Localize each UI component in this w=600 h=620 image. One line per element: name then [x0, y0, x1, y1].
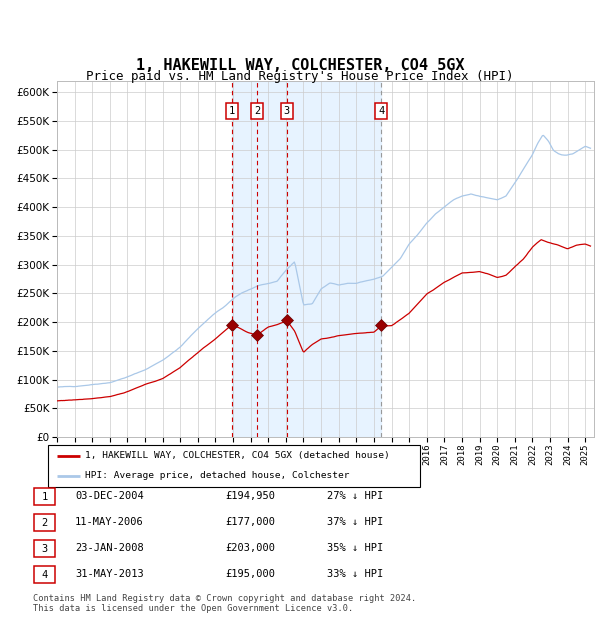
FancyBboxPatch shape	[34, 567, 55, 583]
Text: 23-JAN-2008: 23-JAN-2008	[75, 543, 144, 553]
Text: 4: 4	[41, 570, 47, 580]
FancyBboxPatch shape	[34, 540, 55, 557]
Text: 1, HAKEWILL WAY, COLCHESTER, CO4 5GX: 1, HAKEWILL WAY, COLCHESTER, CO4 5GX	[136, 58, 464, 73]
Text: £194,950: £194,950	[225, 491, 275, 501]
Text: 31-MAY-2013: 31-MAY-2013	[75, 569, 144, 579]
Text: £203,000: £203,000	[225, 543, 275, 553]
Text: 2: 2	[41, 518, 47, 528]
Text: 4: 4	[378, 106, 384, 116]
Text: 35% ↓ HPI: 35% ↓ HPI	[327, 543, 383, 553]
Text: 03-DEC-2004: 03-DEC-2004	[75, 491, 144, 501]
Text: This data is licensed under the Open Government Licence v3.0.: This data is licensed under the Open Gov…	[33, 604, 353, 613]
Text: 1: 1	[229, 106, 235, 116]
Text: Price paid vs. HM Land Registry's House Price Index (HPI): Price paid vs. HM Land Registry's House …	[86, 70, 514, 83]
Text: 3: 3	[284, 106, 290, 116]
Text: HPI: Average price, detached house, Colchester: HPI: Average price, detached house, Colc…	[85, 471, 350, 480]
Text: 1: 1	[41, 492, 47, 502]
FancyBboxPatch shape	[48, 445, 420, 487]
Text: 11-MAY-2006: 11-MAY-2006	[75, 517, 144, 527]
Text: 33% ↓ HPI: 33% ↓ HPI	[327, 569, 383, 579]
Text: 2: 2	[254, 106, 260, 116]
Text: 3: 3	[41, 544, 47, 554]
Text: 27% ↓ HPI: 27% ↓ HPI	[327, 491, 383, 501]
Text: 37% ↓ HPI: 37% ↓ HPI	[327, 517, 383, 527]
Bar	[232, 81, 381, 437]
Text: Contains HM Land Registry data © Crown copyright and database right 2024.: Contains HM Land Registry data © Crown c…	[33, 595, 416, 603]
Text: 1, HAKEWILL WAY, COLCHESTER, CO4 5GX (detached house): 1, HAKEWILL WAY, COLCHESTER, CO4 5GX (de…	[85, 451, 390, 460]
FancyBboxPatch shape	[34, 489, 55, 505]
Text: £195,000: £195,000	[225, 569, 275, 579]
FancyBboxPatch shape	[34, 515, 55, 531]
Text: £177,000: £177,000	[225, 517, 275, 527]
